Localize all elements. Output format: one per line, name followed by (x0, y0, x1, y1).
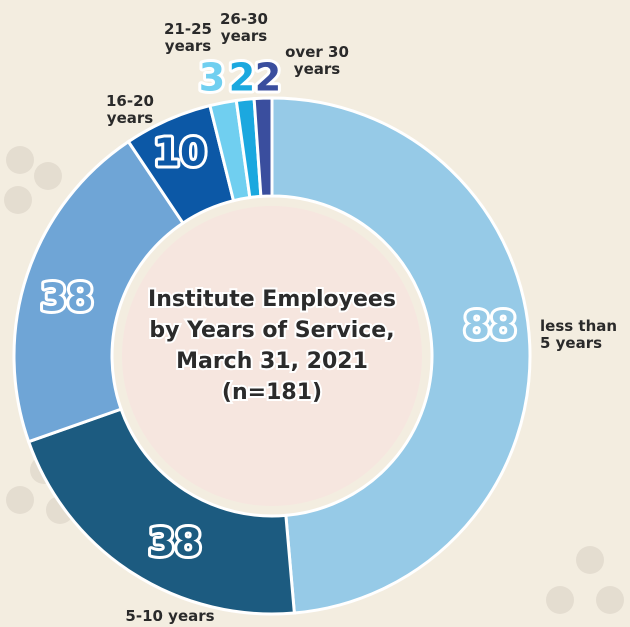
category-label: 11-15 years (0, 284, 12, 318)
value-label: 3 (199, 56, 225, 100)
category-label: less than 5 years (540, 317, 618, 352)
donut-segment (26, 407, 296, 616)
category-label: 26-30 years (220, 10, 268, 45)
chart-title: March 31, 2021 (176, 349, 368, 374)
category-label: 5-10 years (125, 607, 215, 625)
chart-title: by Years of Service, (149, 318, 394, 343)
donut-segment (252, 96, 274, 198)
value-label: 2 (255, 56, 281, 100)
value-label: 88 (464, 304, 517, 348)
chart-title: Institute Employees (148, 287, 396, 312)
category-label: 21-25 years (164, 20, 212, 55)
category-label: 16-20 years (106, 92, 154, 127)
chart-title: (n=181) (222, 380, 322, 405)
donut-segment (12, 139, 186, 444)
value-label: 2 (229, 56, 255, 100)
center-disc (122, 206, 422, 506)
value-label: 38 (41, 276, 94, 320)
value-label: 10 (154, 131, 207, 175)
value-label: 38 (149, 521, 202, 565)
category-label: over 30 years (285, 43, 349, 78)
donut-segment (270, 96, 532, 615)
